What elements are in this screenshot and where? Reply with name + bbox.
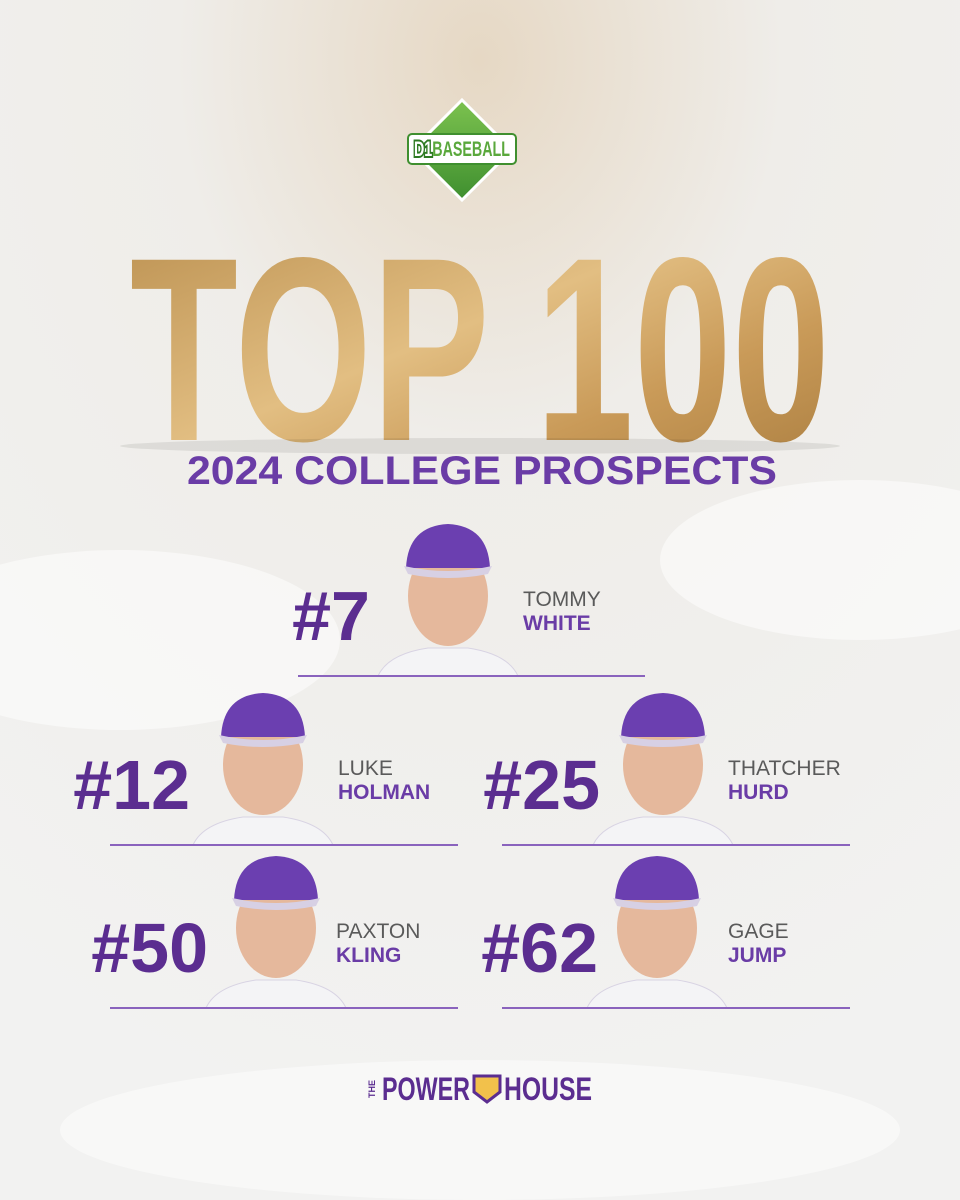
first-name: GAGE (728, 920, 789, 943)
last-name: HOLMAN (338, 781, 430, 804)
rank: #50 (91, 909, 208, 987)
last-name: JUMP (728, 944, 786, 967)
footer-logo: THE POWER HOUSE (367, 1071, 592, 1107)
cap (234, 856, 318, 900)
footer-right: HOUSE (504, 1071, 592, 1107)
last-name: HURD (728, 781, 789, 804)
footer-shield (472, 1074, 502, 1104)
first-name: THATCHER (728, 757, 841, 780)
footer-small: THE (367, 1080, 377, 1098)
cap-brim (219, 735, 307, 747)
cap (615, 856, 699, 900)
cap (406, 524, 490, 568)
title: TOP 100 (130, 203, 830, 496)
jersey (586, 979, 728, 1009)
rank: #7 (292, 577, 370, 655)
title-shadow (120, 438, 840, 454)
cap (621, 693, 705, 737)
first-name: TOMMY (523, 588, 601, 611)
rank: #25 (483, 746, 600, 824)
cloud (660, 480, 960, 640)
logo: D1BASEBALL (407, 97, 517, 203)
last-name: WHITE (523, 612, 591, 635)
rank: #62 (481, 909, 598, 987)
cap (221, 693, 305, 737)
logo-prefix: D1 (414, 138, 432, 161)
logo-word: BASEBALL (432, 138, 510, 161)
footer-left: POWER (382, 1071, 470, 1107)
jersey (205, 979, 347, 1009)
cloud (0, 550, 340, 730)
last-name: KLING (336, 944, 401, 967)
logo-text: D1BASEBALL (414, 138, 510, 161)
cap-brim (404, 566, 492, 578)
jersey (592, 816, 734, 846)
first-name: LUKE (338, 757, 393, 780)
rank: #12 (73, 746, 190, 824)
cloud (60, 1060, 900, 1200)
cap-brim (619, 735, 707, 747)
cap-brim (232, 898, 320, 910)
cap-brim (613, 898, 701, 910)
subtitle: 2024 COLLEGE PROSPECTS (187, 449, 777, 493)
jersey (192, 816, 334, 846)
first-name: PAXTON (336, 920, 420, 943)
jersey (377, 647, 519, 677)
